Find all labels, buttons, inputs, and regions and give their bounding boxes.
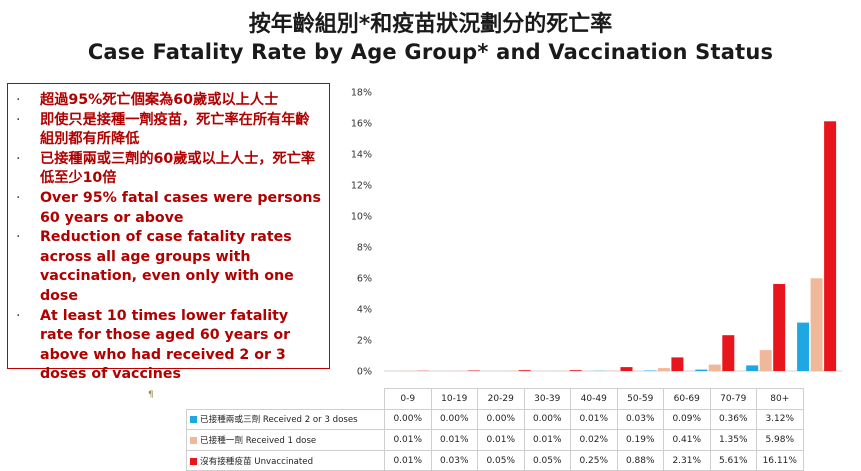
legend-entry: 已接種兩或三劑 Received 2 or 3 doses [187, 409, 385, 430]
legend-swatch [190, 437, 197, 444]
legend-swatch [190, 416, 197, 423]
legend-label: 已接種兩或三劑 Received 2 or 3 doses [200, 415, 358, 425]
y-tick-label: 12% [351, 181, 372, 192]
y-tick-label: 14% [351, 150, 372, 161]
data-label: 0.00% [385, 409, 432, 430]
bar-10-19-series-2 [468, 371, 480, 372]
x-tick-label: 0-9 [385, 389, 432, 410]
bar-60-69-series-0 [695, 370, 707, 371]
bar-40-49-series-2 [621, 367, 633, 371]
data-label: 16.11% [757, 450, 804, 471]
x-tick-label: 40-49 [571, 389, 618, 410]
bar-70-79-series-2 [773, 284, 785, 371]
data-label: 0.02% [571, 430, 618, 451]
x-tick-label: 60-69 [664, 389, 711, 410]
data-label: 0.01% [478, 430, 525, 451]
bar-20-29-series-2 [519, 370, 531, 371]
data-label: 3.12% [757, 409, 804, 430]
data-label: 0.00% [478, 409, 525, 430]
data-label: 0.41% [664, 430, 711, 451]
data-label: 0.09% [664, 409, 711, 430]
legend-label: 沒有接種疫苗 Unvaccinated [200, 457, 313, 467]
bar-80+-series-2 [824, 121, 836, 371]
data-label: 0.01% [431, 430, 478, 451]
x-tick-label: 50-59 [617, 389, 664, 410]
data-label: 0.00% [524, 409, 571, 430]
data-label: 0.03% [431, 450, 478, 471]
x-tick-label: 30-39 [524, 389, 571, 410]
bar-50-59-series-0 [644, 371, 656, 372]
x-tick-label: 10-19 [431, 389, 478, 410]
bar-60-69-series-2 [722, 335, 734, 371]
x-tick-label: 70-79 [710, 389, 757, 410]
bar-80+-series-1 [811, 278, 823, 371]
data-label: 1.35% [710, 430, 757, 451]
data-label: 0.25% [571, 450, 618, 471]
y-tick-label: 0% [357, 367, 372, 378]
y-tick-label: 16% [351, 119, 372, 130]
bar-70-79-series-0 [746, 365, 758, 371]
data-label: 0.19% [617, 430, 664, 451]
x-tick-label: 20-29 [478, 389, 525, 410]
data-label: 0.03% [617, 409, 664, 430]
data-label: 0.88% [617, 450, 664, 471]
bar-50-59-series-1 [658, 368, 670, 371]
bar-80+-series-0 [797, 323, 809, 371]
stray-mark: ¶ [148, 390, 154, 400]
data-label: 0.00% [431, 409, 478, 430]
bar-60-69-series-1 [709, 365, 721, 371]
y-tick-label: 8% [357, 243, 372, 254]
y-tick-label: 10% [351, 212, 372, 223]
data-label: 0.01% [385, 450, 432, 471]
data-label: 2.31% [664, 450, 711, 471]
legend-swatch [190, 458, 197, 465]
data-label: 0.01% [524, 430, 571, 451]
legend-entry: 已接種一劑 Received 1 dose [187, 430, 385, 451]
data-label: 0.01% [571, 409, 618, 430]
y-tick-label: 18% [351, 88, 372, 99]
data-label: 5.98% [757, 430, 804, 451]
data-label: 0.05% [478, 450, 525, 471]
data-label: 0.05% [524, 450, 571, 471]
data-label: 5.61% [710, 450, 757, 471]
y-tick-label: 4% [357, 305, 372, 316]
x-tick-label: 80+ [757, 389, 804, 410]
y-tick-label: 2% [357, 336, 372, 347]
bar-50-59-series-2 [671, 357, 683, 371]
legend-label: 已接種一劑 Received 1 dose [200, 436, 316, 446]
legend-entry: 沒有接種疫苗 Unvaccinated [187, 450, 385, 471]
bar-30-39-series-2 [570, 370, 582, 371]
bar-70-79-series-1 [760, 350, 772, 371]
y-tick-label: 6% [357, 274, 372, 285]
data-label: 0.36% [710, 409, 757, 430]
data-label: 0.01% [385, 430, 432, 451]
table-corner [187, 389, 385, 410]
